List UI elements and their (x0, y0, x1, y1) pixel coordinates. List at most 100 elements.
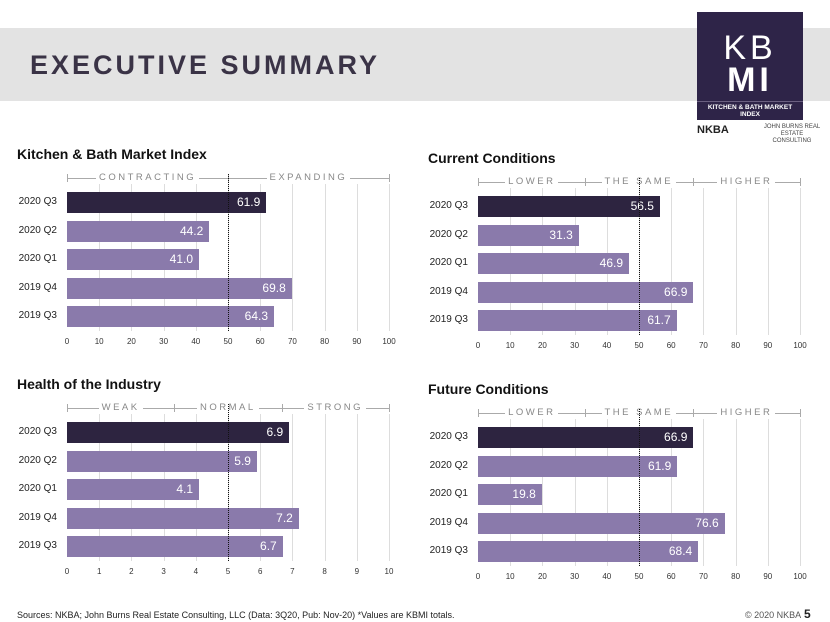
zone-label: LOWER (505, 407, 559, 418)
zone-bracket-end (281, 404, 283, 412)
bar (67, 450, 257, 472)
bar (478, 224, 579, 246)
x-tick-label: 0 (475, 341, 481, 350)
x-tick-label: 40 (191, 337, 201, 346)
x-tick-label: 20 (537, 572, 547, 581)
reference-line (228, 404, 229, 561)
category-label: 2020 Q2 (429, 459, 468, 471)
bar (478, 310, 677, 332)
gridline (324, 184, 326, 331)
x-tick-label: 30 (570, 341, 580, 350)
category-label: 2019 Q3 (429, 314, 468, 326)
chart-health-of-industry: Health of the Industry 0 1 2 3 4 5 6 7 8 9 10 WEAK NO… (17, 376, 427, 591)
x-tick-label: 10 (94, 337, 104, 346)
gridline (292, 184, 294, 331)
x-tick-label: 100 (793, 341, 807, 350)
bar (478, 196, 660, 217)
x-tick-label: 2 (129, 567, 134, 576)
category-label: 2020 Q3 (18, 426, 57, 437)
bar-value-label: 46.9 (599, 256, 624, 271)
bar-value-label: 31.3 (549, 227, 573, 242)
x-tick-label: 10 (384, 567, 394, 576)
x-tick-label: 7 (290, 567, 295, 576)
category-label: 2020 Q1 (429, 257, 468, 269)
x-tick-label: 70 (287, 337, 297, 346)
bar-value-label: 19.8 (512, 487, 536, 502)
bar (478, 484, 542, 506)
x-tick-label: 30 (159, 337, 169, 346)
bar-value-label: 7.2 (276, 510, 293, 525)
category-label: 2020 Q3 (429, 431, 468, 442)
x-tick-label: 100 (793, 572, 807, 581)
chart-current-conditions: Current Conditions 0 10 20 30 40 50 60 70 80 90 100… (428, 150, 830, 365)
copyright: © 2020 NKBA (745, 610, 802, 620)
x-tick-label: 60 (255, 337, 265, 346)
category-label: 2020 Q1 (18, 483, 57, 495)
john-burns-logo: JOHN BURNS REAL ESTATE CONSULTING (763, 124, 821, 144)
bar (67, 422, 290, 443)
bar-value-label: 4.1 (176, 482, 194, 497)
bar-value-label: 6.7 (260, 539, 277, 554)
bar (478, 512, 725, 534)
gridline (260, 184, 262, 331)
chart-title: Future Conditions (428, 381, 549, 397)
x-tick-label: 80 (320, 337, 330, 346)
gridline (356, 184, 358, 331)
bar (67, 479, 200, 501)
zone-bracket-end (585, 409, 587, 417)
zone-label: CONTRACTING (96, 172, 200, 183)
x-tick-label: 50 (634, 341, 644, 350)
x-tick-label: 40 (602, 572, 612, 581)
reference-line (639, 178, 640, 335)
zone-bracket-end (585, 178, 587, 186)
x-tick-label: 20 (126, 337, 136, 346)
zone-bracket-end (692, 409, 694, 417)
gridline (767, 188, 769, 335)
gridline (800, 188, 801, 335)
zone-label: THE SAME (601, 407, 677, 418)
gridline (324, 414, 326, 561)
chart-title: Health of the Industry (17, 376, 161, 392)
x-tick-label: 20 (537, 341, 547, 350)
gridline (671, 419, 673, 566)
gridline (389, 184, 390, 331)
zone-bracket-end (389, 404, 390, 412)
gridline (703, 419, 705, 566)
bar-value-label: 6.9 (266, 425, 284, 439)
gridline (735, 188, 737, 335)
zone-bracket-end (67, 174, 68, 182)
category-label: 2019 Q3 (18, 310, 57, 322)
x-tick-label: 6 (257, 567, 263, 576)
zone-bracket-end (478, 409, 479, 417)
gridline (542, 419, 544, 566)
bar-value-label: 41.0 (169, 252, 194, 267)
chart-future-conditions: Future Conditions 0 10 20 30 40 50 60 70 80 90 100 L… (428, 381, 830, 596)
gridline (389, 414, 390, 561)
x-tick-label: 10 (505, 572, 515, 581)
gridline (703, 188, 705, 335)
gridline (574, 419, 576, 566)
category-label: 2020 Q3 (18, 196, 57, 207)
bar (67, 507, 299, 529)
logo-line1: KB (723, 29, 777, 67)
x-tick-label: 0 (475, 572, 481, 581)
category-label: 2019 Q3 (429, 545, 468, 557)
category-label: 2020 Q1 (18, 253, 57, 265)
chart-title: Current Conditions (428, 150, 556, 166)
x-tick-label: 80 (731, 572, 741, 581)
chart-title: Kitchen & Bath Market Index (17, 146, 207, 162)
x-tick-label: 8 (322, 567, 327, 576)
bar (67, 277, 292, 299)
zone-bracket-end (800, 409, 801, 417)
bar-value-label: 66.9 (664, 430, 688, 444)
gridline (800, 419, 801, 566)
bar-value-label: 69.8 (262, 280, 286, 295)
bar-value-label: 5.9 (234, 453, 251, 468)
nkba-logo: NKBA (697, 124, 729, 136)
logo-line2: MI (727, 61, 773, 99)
reference-line (639, 409, 640, 566)
x-tick-label: 90 (763, 572, 773, 581)
zone-label: STRONG (304, 402, 367, 413)
gridline (735, 419, 737, 566)
bar-value-label: 61.7 (647, 313, 671, 328)
